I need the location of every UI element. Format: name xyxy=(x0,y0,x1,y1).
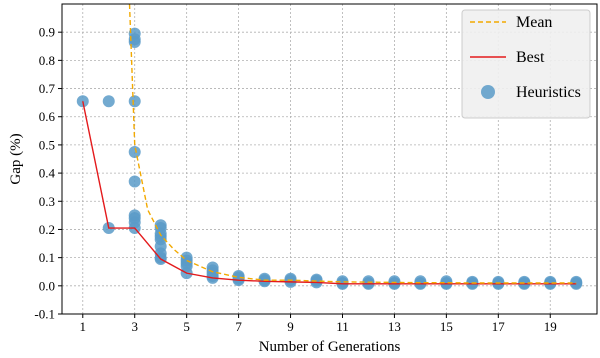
y-tick-label: 0.3 xyxy=(39,194,55,209)
mean-series-line xyxy=(128,4,577,284)
heuristic-point xyxy=(128,175,141,188)
heuristics-points xyxy=(76,27,583,290)
x-tick-label: 7 xyxy=(235,319,242,334)
x-tick-label: 1 xyxy=(80,319,87,334)
heuristic-point xyxy=(76,95,89,108)
y-tick-label: 0.5 xyxy=(39,137,55,152)
heuristic-point xyxy=(570,277,583,290)
legend-heuristics-label: Heuristics xyxy=(516,84,581,101)
y-tick-label: 0.8 xyxy=(39,53,55,68)
x-tick-label: 17 xyxy=(492,319,506,334)
heuristic-point xyxy=(128,95,141,108)
y-tick-label: 0.0 xyxy=(39,278,55,293)
series-lines xyxy=(82,4,577,285)
y-tick-label: 0.4 xyxy=(39,166,56,181)
x-axis-label: Number of Generations xyxy=(259,339,401,355)
y-tick-label: -0.1 xyxy=(34,307,55,322)
y-tick-label: 0.9 xyxy=(39,25,55,40)
axes-frame xyxy=(61,3,598,315)
x-tick-label: 19 xyxy=(544,319,557,334)
y-tick-label: 0.1 xyxy=(39,250,55,265)
y-tick-label: 0.2 xyxy=(39,222,55,237)
legend-heuristics-swatch xyxy=(481,85,495,99)
legend-mean-label: Mean xyxy=(516,14,552,31)
x-tick-label: 9 xyxy=(287,319,294,334)
x-tick-label: 5 xyxy=(183,319,190,334)
y-tick-label: 0.7 xyxy=(39,81,56,96)
y-axis-label: Gap (%) xyxy=(8,133,24,184)
y-tick-label: 0.6 xyxy=(39,109,56,124)
y-axis-ticks: -0.1 0.0 0.1 0.2 0.3 0.4 0.5 0.6 0.7 0.8 0.9 xyxy=(34,25,62,322)
x-tick-label: 11 xyxy=(336,319,349,334)
legend-best-label: Best xyxy=(516,49,545,66)
heuristic-point xyxy=(102,95,115,108)
plot-area xyxy=(76,4,583,290)
x-tick-label: 3 xyxy=(131,319,138,334)
heuristic-point xyxy=(128,145,141,158)
x-axis-ticks: 1 3 5 7 9 11 13 15 17 19 xyxy=(80,314,557,334)
legend: Mean Best Heuristics xyxy=(461,9,591,119)
x-tick-label: 15 xyxy=(440,319,453,334)
x-tick-label: 13 xyxy=(388,319,401,334)
best-series-line xyxy=(82,101,577,285)
